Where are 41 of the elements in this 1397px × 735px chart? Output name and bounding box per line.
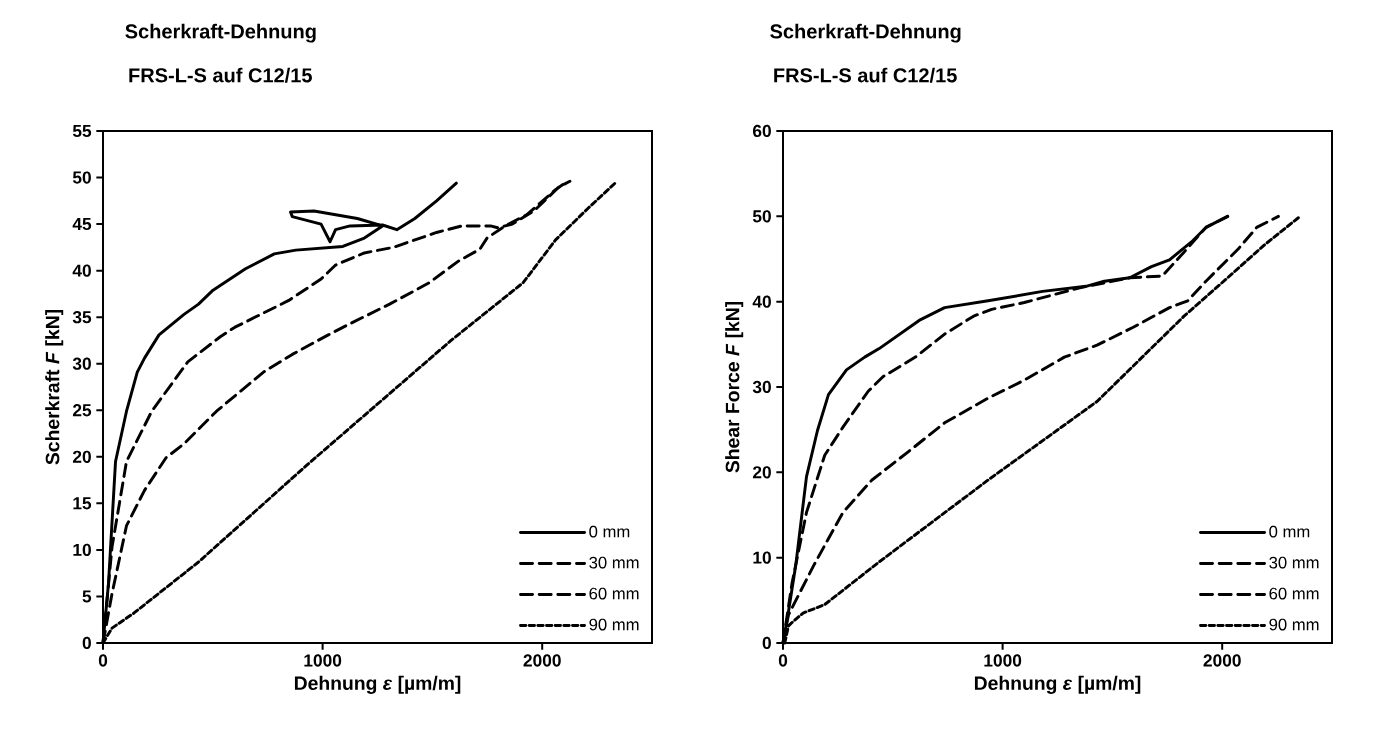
chart-subtitle: FRS-L-S auf C12/15 xyxy=(129,67,312,83)
y-axis-title: Scherkraft F [kN] xyxy=(45,309,64,465)
x-tick-label: 2000 xyxy=(523,654,561,667)
y-tick-label: 45 xyxy=(72,218,92,231)
y-tick-label: 50 xyxy=(72,171,91,184)
x-tick-label: 0 xyxy=(778,654,788,667)
x-axis-title: Dehnung ε [µm/m] xyxy=(974,675,1141,694)
legend-label: 90 mm xyxy=(1269,618,1319,631)
x-tick-label: 2000 xyxy=(1203,654,1241,667)
y-tick-label: 0 xyxy=(762,636,771,650)
legend-label: 30 mm xyxy=(589,556,639,569)
chart-title: Scherkraft-Dehnung xyxy=(770,23,961,43)
y-tick-label: 35 xyxy=(72,311,92,324)
y-tick-label: 15 xyxy=(73,497,92,510)
y-axis-title: Shear Force F [kN] xyxy=(725,301,744,473)
y-tick-label: 40 xyxy=(72,264,91,277)
x-tick-label: 0 xyxy=(98,654,108,667)
y-tick-label: 30 xyxy=(752,380,771,394)
y-tick-label: 20 xyxy=(752,466,771,479)
y-tick-label: 0 xyxy=(82,636,91,650)
x-tick-label: 1000 xyxy=(304,654,342,667)
x-axis-title: Dehnung ε [µm/m] xyxy=(294,675,461,694)
y-tick-label: 40 xyxy=(752,295,771,308)
y-tick-label: 30 xyxy=(72,357,91,370)
y-tick-label: 20 xyxy=(72,450,91,463)
y-tick-label: 10 xyxy=(73,543,91,557)
y-tick-label: 50 xyxy=(752,210,771,223)
legend-label: 0 mm xyxy=(1269,525,1310,538)
y-tick-label: 25 xyxy=(72,404,92,417)
chart-title: Scherkraft-Dehnung xyxy=(125,23,316,43)
legend-label: 30 mm xyxy=(1269,556,1319,569)
y-tick-label: 10 xyxy=(753,551,771,564)
y-tick-label: 5 xyxy=(82,590,92,603)
chart-subtitle: FRS-L-S auf C12/15 xyxy=(774,67,957,83)
legend-label: 60 mm xyxy=(1269,587,1319,600)
y-tick-label: 55 xyxy=(72,124,92,138)
legend-label: 90 mm xyxy=(589,618,639,631)
y-tick-label: 60 xyxy=(752,124,771,138)
legend-label: 0 mm xyxy=(589,525,630,538)
x-tick-label: 1000 xyxy=(984,654,1022,667)
legend-label: 60 mm xyxy=(589,587,639,600)
